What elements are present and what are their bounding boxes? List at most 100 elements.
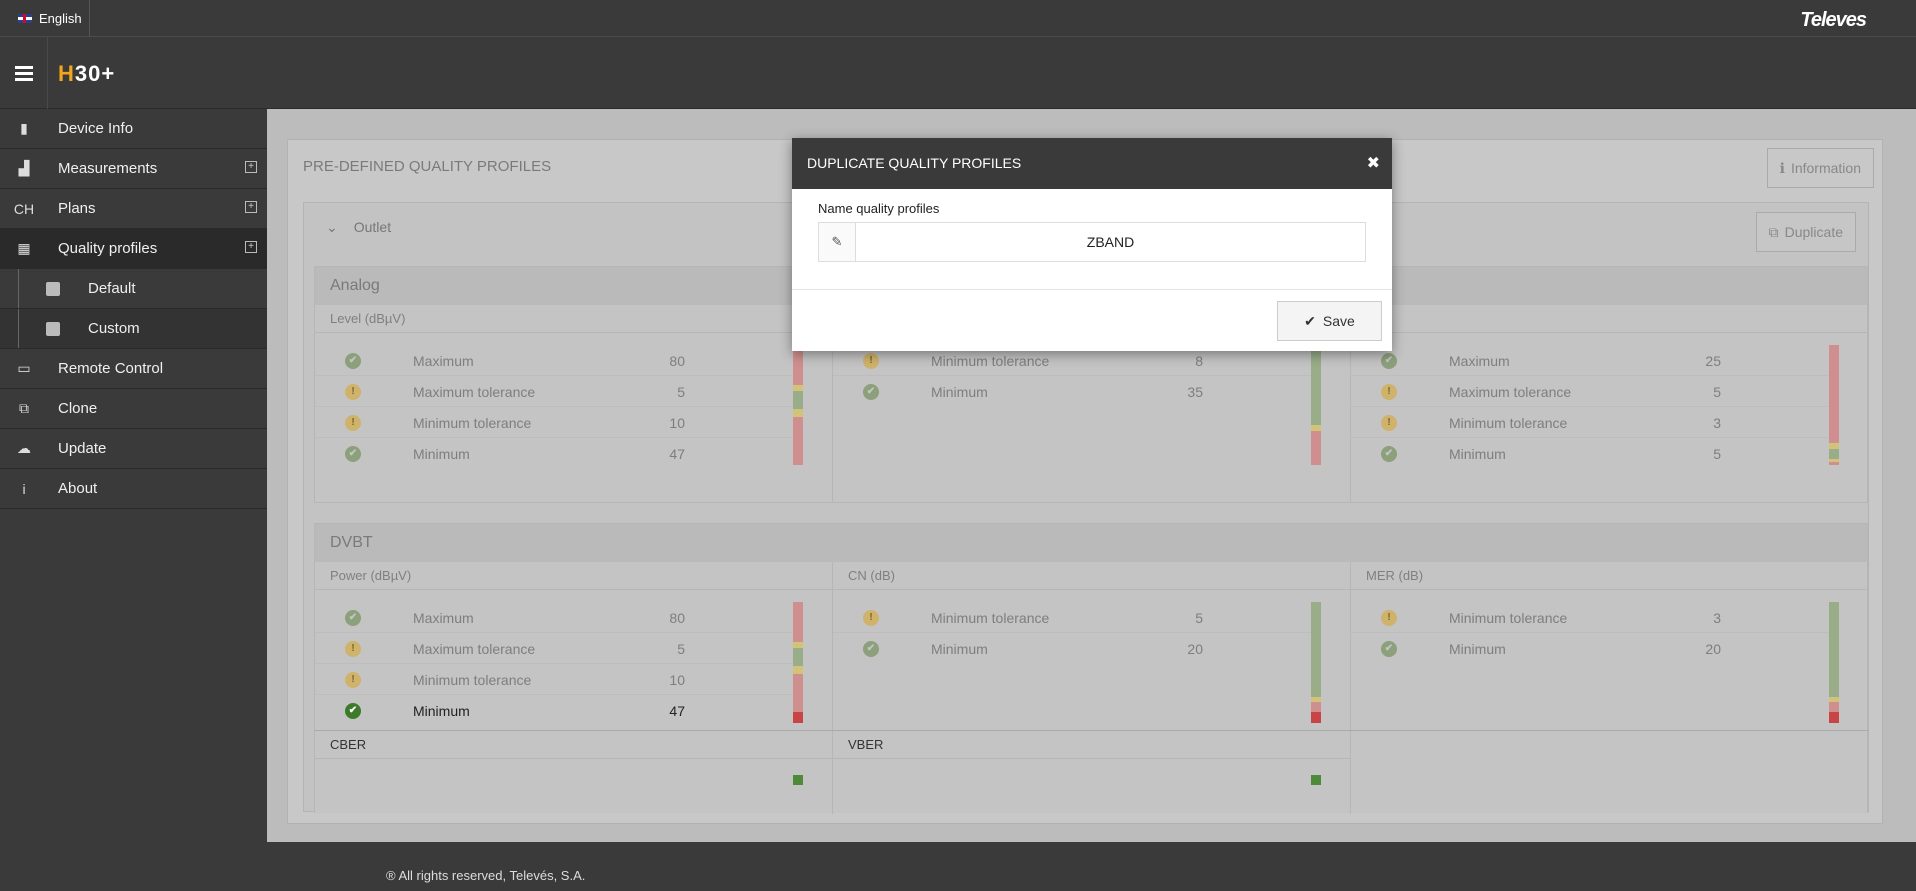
mer-column: MER (dB) ! Minimum tolerance 3 ✔ Minimum 20 — [1351, 562, 1869, 814]
sidebar-subitem-custom[interactable]: Custom — [0, 309, 267, 349]
sidebar-subitem-default[interactable]: Default — [0, 269, 267, 309]
table-row: ! Maximum tolerance 5 — [1351, 376, 1831, 407]
expand-icon[interactable]: + — [245, 241, 257, 253]
pencil-icon: ✎ — [819, 223, 856, 261]
expand-icon[interactable]: + — [245, 161, 257, 173]
table-row: ! Minimum tolerance 10 — [315, 407, 795, 438]
sidebar-item-remote-control[interactable]: ▭ Remote Control — [0, 349, 267, 389]
column-header: dB) — [1351, 305, 1869, 333]
level-bar — [1829, 443, 1839, 449]
top-bar: English Televes — [0, 0, 1916, 37]
sidebar-item-device-info[interactable]: ▮ Device Info — [0, 109, 267, 149]
warning-icon: ! — [1381, 415, 1397, 431]
duplicate-button[interactable]: ⧉ Duplicate — [1755, 212, 1856, 252]
table-row: ✔ Maximum 80 — [315, 345, 795, 376]
check-icon: ✔ — [1381, 353, 1397, 369]
ch-icon: CH — [13, 200, 35, 217]
copyright: ® All rights reserved, Televés, S.A. — [386, 868, 586, 883]
language-selector[interactable]: English — [0, 0, 90, 37]
column-header: Power (dBµV) — [315, 562, 832, 590]
page-title: PRE-DEFINED QUALITY PROFILES — [303, 158, 552, 175]
column-header: CBER — [315, 731, 833, 759]
check-icon: ✔ — [345, 446, 361, 462]
cn-column: CN (dB) ! Minimum tolerance 5 ✔ Minimum 20 V… — [833, 562, 1351, 814]
app-header: H30+ — [0, 37, 1916, 109]
check-icon: ✔ — [863, 641, 879, 657]
level-bar — [1829, 702, 1839, 712]
level-bar — [1311, 425, 1321, 431]
table-row: ! Maximum tolerance 5 — [315, 376, 795, 407]
table-row: ✔ Maximum 25 — [1351, 345, 1831, 376]
chart-icon: ▟ — [18, 160, 30, 176]
level-bar — [1829, 345, 1839, 443]
expand-icon[interactable]: + — [245, 201, 257, 213]
warning-icon: ! — [863, 353, 879, 369]
cloud-icon: ☁ — [17, 440, 31, 456]
profile-icon — [46, 321, 60, 336]
dialog-body: Name quality profiles ✎ — [792, 189, 1392, 290]
level-bar — [793, 417, 803, 465]
outlet-toggle[interactable]: ⌄ Outlet — [326, 219, 392, 235]
check-icon: ✔ — [345, 610, 361, 626]
vber-section: VBER — [833, 730, 1351, 814]
sidebar-item-clone[interactable]: ⧉ Clone — [0, 389, 267, 429]
language-label: English — [39, 11, 82, 26]
level-bar — [793, 775, 803, 785]
name-field: ✎ — [818, 222, 1366, 262]
level-bar — [793, 391, 803, 409]
dvbt-group: DVBT Power (dBµV) ✔ Maximum 80 ! Maximum to… — [314, 523, 1869, 814]
profiles-icon: ▦ — [17, 240, 31, 256]
brand-logo: Televes — [1800, 9, 1867, 31]
check-icon: ✔ — [1381, 641, 1397, 657]
level-bar — [793, 345, 803, 385]
device-icon: ▮ — [20, 120, 28, 136]
duplicate-dialog: DUPLICATE QUALITY PROFILES ✖ Name qualit… — [792, 138, 1392, 351]
dialog-title: DUPLICATE QUALITY PROFILES — [807, 155, 1022, 171]
level-bar — [1311, 602, 1321, 697]
table-row: ✔ Minimum 5 — [1351, 438, 1831, 469]
sidebar: ▮ Device Info ▟ Measurements + CH Plans + ▦ Qu… — [0, 109, 267, 891]
level-bar — [793, 602, 803, 642]
copy-icon: ⧉ — [1768, 223, 1779, 240]
sidebar-item-about[interactable]: i About — [0, 469, 267, 509]
level-bar — [793, 666, 803, 674]
sidebar-item-measurements[interactable]: ▟ Measurements + — [0, 149, 267, 189]
dialog-header: DUPLICATE QUALITY PROFILES ✖ — [792, 138, 1392, 189]
power-column: Power (dBµV) ✔ Maximum 80 ! Maximum toleran… — [315, 562, 833, 814]
table-row: ! Minimum tolerance 3 — [1351, 407, 1831, 438]
level-bar — [793, 385, 803, 391]
warning-icon: ! — [345, 384, 361, 400]
field-label: Name quality profiles — [818, 201, 940, 216]
sidebar-item-quality-profiles[interactable]: ▦ Quality profiles + — [0, 229, 267, 269]
remote-icon: ▭ — [17, 360, 31, 376]
menu-toggle-button[interactable] — [0, 37, 48, 109]
check-icon: ✔ — [345, 703, 361, 719]
info-icon: ℹ — [1779, 159, 1785, 176]
table-row: ✔ Minimum 47 — [315, 695, 795, 726]
table-row: ✔ Minimum 20 — [1351, 633, 1831, 664]
save-button[interactable]: ✔ Save — [1277, 301, 1382, 341]
close-icon[interactable]: ✖ — [1366, 155, 1380, 172]
table-row: ✔ Minimum 47 — [315, 438, 795, 469]
level-bar — [793, 648, 803, 666]
information-button[interactable]: ℹ Information — [1766, 148, 1874, 188]
group-title: DVBT — [315, 524, 1867, 562]
level-bar — [1829, 449, 1839, 459]
table-row: ✔ Minimum 35 — [833, 376, 1313, 407]
sidebar-item-update[interactable]: ☁ Update — [0, 429, 267, 469]
table-row: ! Minimum tolerance 3 — [1351, 602, 1831, 633]
level-bar — [1311, 345, 1321, 425]
chevron-down-icon: ⌄ — [326, 219, 338, 235]
sidebar-item-plans[interactable]: CH Plans + — [0, 189, 267, 229]
analog-column-2: ! Minimum tolerance 8 ✔ Minimum 35 — [833, 305, 1351, 503]
level-column: Level (dBµV) ✔ Maximum 80 ! Maximum toleran… — [315, 305, 833, 503]
check-icon: ✔ — [863, 384, 879, 400]
profile-name-input[interactable] — [856, 223, 1365, 261]
footer — [0, 842, 1916, 891]
table-row: ! Minimum tolerance 5 — [833, 602, 1313, 633]
level-bar — [1829, 712, 1839, 723]
table-row: ! Maximum tolerance 5 — [315, 633, 795, 664]
level-bar — [793, 674, 803, 712]
warning-icon: ! — [345, 641, 361, 657]
level-bar — [793, 712, 803, 723]
